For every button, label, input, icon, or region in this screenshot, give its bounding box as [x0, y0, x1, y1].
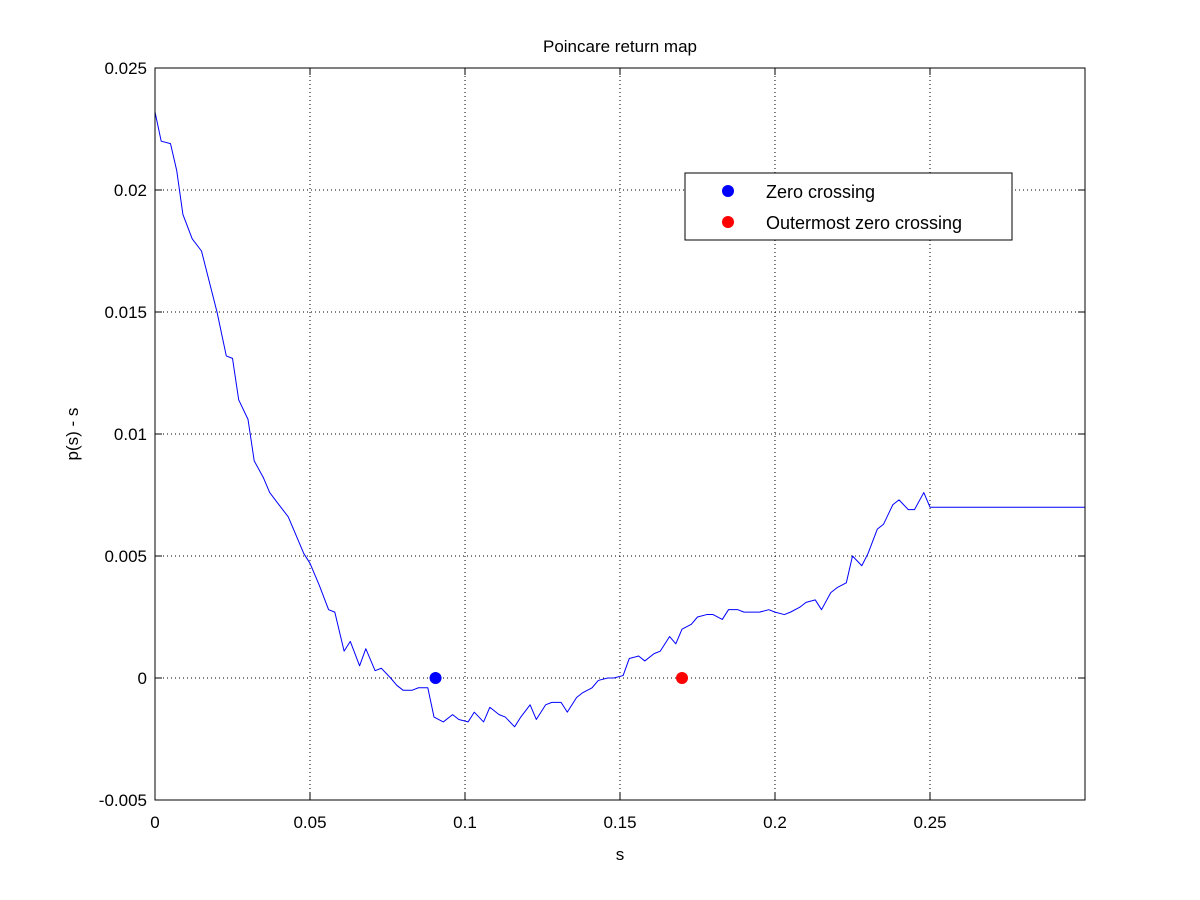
markers-layer [429, 672, 688, 684]
x-tick-label: 0.05 [293, 813, 326, 832]
x-tick-label: 0.15 [603, 813, 636, 832]
zero-crossing-marker [429, 672, 442, 684]
grid-lines [155, 68, 1085, 800]
legend-label-zero-crossing: Zero crossing [766, 182, 875, 202]
tick-labels: 0 0.05 0.1 0.15 0.2 0.25-0.00500.0050.010.015… [99, 59, 947, 832]
y-tick-label: 0.01 [114, 425, 147, 444]
x-tick-label: 0.1 [453, 813, 477, 832]
y-tick-label: 0.005 [104, 547, 147, 566]
x-tick-label: 0.25 [913, 813, 946, 832]
y-tick-label: 0.02 [114, 181, 147, 200]
legend-box [684, 172, 1013, 241]
x-axis-label: s [616, 845, 625, 864]
y-axis-label: p(s) - s [63, 408, 82, 461]
y-tick-label: -0.005 [99, 791, 147, 810]
legend-marker-zero-crossing [722, 185, 734, 197]
x-tick-label: 0 [150, 813, 159, 832]
series-layer [154, 111, 1085, 728]
outermost-zero-crossing-marker [676, 672, 688, 684]
legend-label-outermost-zero-crossing: Outermost zero crossing [766, 213, 962, 233]
chart-title: Poincare return map [543, 37, 697, 56]
legend: Zero crossing Outermost zero crossing [684, 172, 1013, 241]
x-tick-label: 0.2 [763, 813, 787, 832]
legend-marker-outermost-zero-crossing [722, 216, 734, 228]
y-tick-label: 0 [138, 669, 147, 688]
series-line [154, 111, 1085, 728]
y-tick-label: 0.015 [104, 303, 147, 322]
axis-ticks [154, 67, 1085, 801]
y-tick-label: 0.025 [104, 59, 147, 78]
